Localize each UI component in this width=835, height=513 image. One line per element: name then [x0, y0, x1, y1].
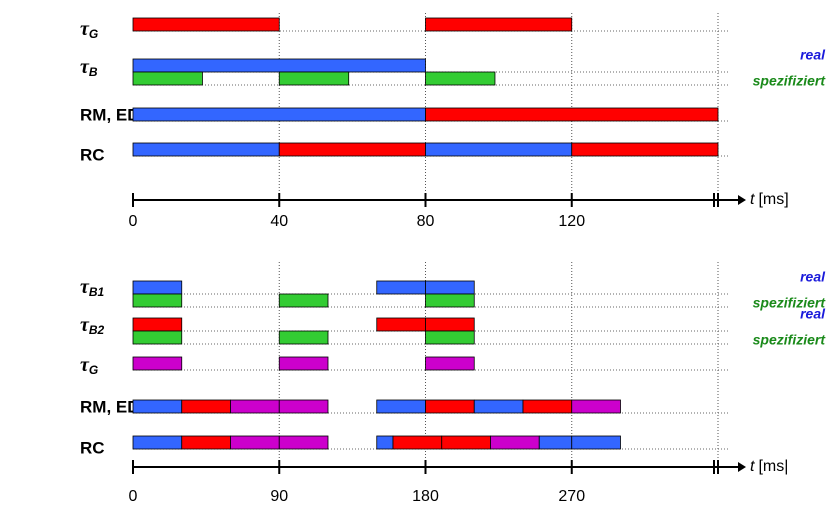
task-bar: [425, 330, 475, 345]
task-bar: [392, 435, 443, 450]
legend-label: spezifiziert: [753, 73, 827, 89]
row-label-subscript: G: [89, 27, 98, 41]
task-bar: [278, 71, 350, 86]
task-bar: [278, 399, 329, 414]
task-bar: [441, 435, 491, 450]
x-tick-label: 0: [129, 488, 138, 505]
task-bar: [132, 71, 203, 86]
row-label-subscript: G: [89, 363, 98, 377]
task-bar: [376, 435, 394, 450]
task-bar: [278, 356, 329, 371]
task-bar: [538, 435, 573, 450]
task-bar: [425, 399, 475, 414]
legend-label: spezifiziert: [753, 295, 827, 311]
task-bar: [425, 17, 573, 32]
task-bar: [425, 142, 573, 157]
legend-label: real: [800, 47, 826, 63]
task-bar: [571, 435, 621, 450]
x-tick-label: 0: [129, 213, 138, 230]
row-label-symbol: τ: [80, 18, 90, 40]
task-bar: [181, 435, 231, 450]
x-axis-unit: [ms|: [758, 458, 788, 475]
task-bar: [425, 71, 496, 86]
x-axis-variable: t: [750, 191, 755, 208]
task-bar: [230, 399, 280, 414]
row-label-subscript: B2: [89, 323, 105, 337]
task-bar: [132, 280, 183, 295]
task-bar: [132, 58, 426, 73]
task-bar: [132, 317, 183, 332]
x-axis-unit: [ms]: [758, 191, 788, 208]
task-bar: [425, 293, 475, 308]
task-bar: [571, 142, 719, 157]
task-bar: [230, 435, 280, 450]
x-tick-label: 80: [417, 213, 435, 230]
task-bar: [132, 293, 183, 308]
task-bar: [473, 399, 524, 414]
task-bar: [425, 356, 475, 371]
task-bar: [132, 435, 183, 450]
task-bar: [132, 330, 183, 345]
task-bar: [425, 107, 719, 122]
task-bar: [132, 399, 183, 414]
x-tick-label: 90: [270, 488, 288, 505]
axis-arrow: [738, 462, 746, 472]
task-bar: [376, 280, 426, 295]
x-axis-label: t [ms|: [750, 458, 788, 475]
task-bar: [571, 399, 621, 414]
row-label: RM, EDF: [80, 397, 150, 416]
legend-label: real: [800, 269, 826, 285]
x-tick-label: 120: [558, 213, 585, 230]
row-label: τB: [80, 56, 98, 80]
task-bar: [278, 293, 329, 308]
task-bar: [425, 317, 475, 332]
task-bar: [376, 317, 426, 332]
row-label-symbol: τ: [80, 354, 90, 376]
row-label: RC: [80, 438, 105, 457]
legend-label: spezifiziert: [753, 332, 827, 348]
task-bar: [278, 142, 426, 157]
task-bar: [278, 435, 329, 450]
row-label: τB1: [80, 276, 105, 300]
task-bar: [132, 356, 183, 371]
row-label: RC: [80, 145, 105, 164]
row-label-subscript: B1: [89, 285, 105, 299]
task-bar: [425, 280, 475, 295]
row-label: τG: [80, 354, 98, 378]
row-label-symbol: τ: [80, 56, 90, 78]
legend-label: real: [800, 306, 826, 322]
x-axis-variable: t: [750, 458, 755, 475]
row-label: τG: [80, 18, 98, 42]
row-label: RM, EDF: [80, 105, 150, 124]
x-axis-label: t [ms]: [750, 191, 789, 208]
task-bar: [490, 435, 540, 450]
task-bar: [278, 330, 329, 345]
x-tick-label: 180: [412, 488, 439, 505]
row-label-symbol: τ: [80, 276, 90, 298]
row-label-symbol: τ: [80, 314, 90, 336]
row-label: τB2: [80, 314, 105, 338]
task-bar: [181, 399, 231, 414]
x-tick-label: 40: [270, 213, 288, 230]
row-label-subscript: B: [89, 65, 98, 79]
x-tick-label: 270: [558, 488, 585, 505]
task-bar: [132, 107, 426, 122]
task-bar: [132, 142, 280, 157]
task-bar: [132, 17, 280, 32]
task-bar: [376, 399, 426, 414]
axis-arrow: [738, 195, 746, 205]
task-bar: [522, 399, 573, 414]
